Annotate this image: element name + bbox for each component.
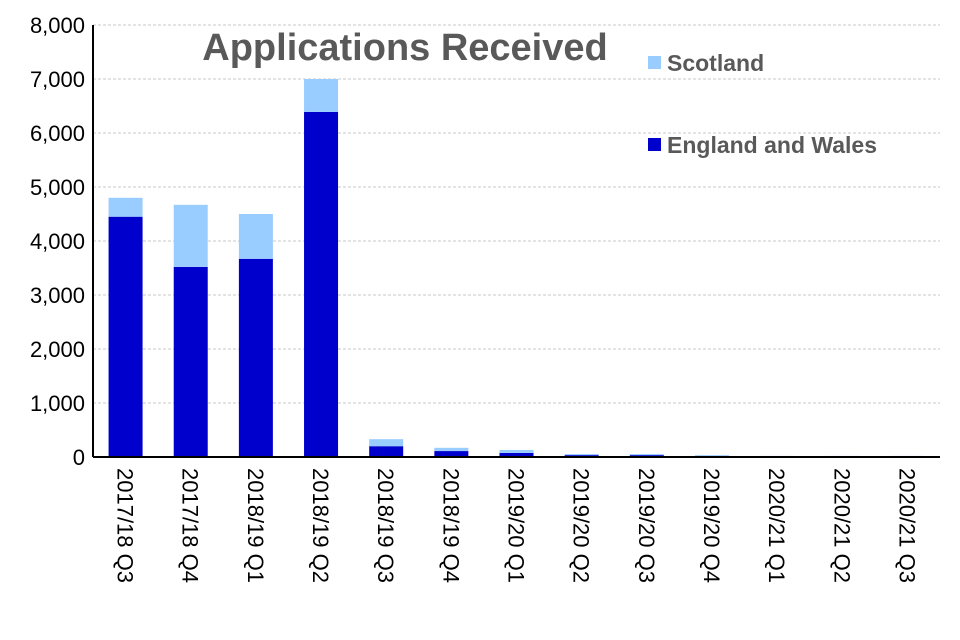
bar-england-and-wales	[499, 452, 534, 457]
bar-scotland	[238, 214, 273, 259]
y-tick-label: 3,000	[30, 283, 85, 308]
bar-scotland	[304, 79, 339, 112]
x-tick-label: 2018/19 Q3	[373, 468, 398, 583]
bar-england-and-wales	[173, 266, 208, 457]
x-tick-label: 2020/21 Q3	[894, 468, 919, 583]
bar-scotland	[629, 454, 664, 456]
bar-scotland	[108, 197, 143, 217]
y-tick-label: 8,000	[30, 13, 85, 38]
x-tick-label: 2017/18 Q4	[178, 468, 203, 583]
x-tick-label: 2019/20 Q3	[634, 468, 659, 583]
y-tick-label: 0	[73, 445, 85, 470]
bar-scotland	[564, 454, 599, 456]
x-tick-label: 2019/20 Q2	[569, 468, 594, 583]
chart-title: Applications Received	[202, 27, 607, 69]
y-tick-label: 1,000	[30, 391, 85, 416]
y-tick-label: 4,000	[30, 229, 85, 254]
x-tick-label: 2020/21 Q1	[764, 468, 789, 583]
bar-england-and-wales	[434, 451, 469, 457]
bar-england-and-wales	[304, 111, 339, 457]
legend-label: Scotland	[667, 50, 764, 76]
bar-scotland	[434, 447, 469, 452]
bar-england-and-wales	[238, 258, 273, 457]
x-tick-label: 2018/19 Q4	[438, 468, 463, 583]
x-tick-label: 2019/20 Q1	[504, 468, 529, 583]
x-tick-label: 2019/20 Q4	[699, 468, 724, 583]
bar-scotland	[173, 204, 208, 267]
y-tick-label: 2,000	[30, 337, 85, 362]
legend-swatch	[648, 138, 661, 151]
y-tick-label: 7,000	[30, 67, 85, 92]
bar-england-and-wales	[369, 446, 404, 457]
legend-swatch	[648, 56, 661, 69]
bar-scotland	[369, 439, 404, 447]
bar-england-and-wales	[108, 216, 143, 457]
x-tick-label: 2017/18 Q3	[113, 468, 138, 583]
bar-scotland	[499, 449, 534, 453]
y-tick-label: 5,000	[30, 175, 85, 200]
legend-label: England and Wales	[667, 132, 877, 158]
y-tick-label: 6,000	[30, 121, 85, 146]
x-tick-label: 2020/21 Q2	[829, 468, 854, 583]
bar-scotland	[694, 455, 729, 456]
x-tick-label: 2018/19 Q1	[243, 468, 268, 583]
x-tick-label: 2018/19 Q2	[308, 468, 333, 583]
